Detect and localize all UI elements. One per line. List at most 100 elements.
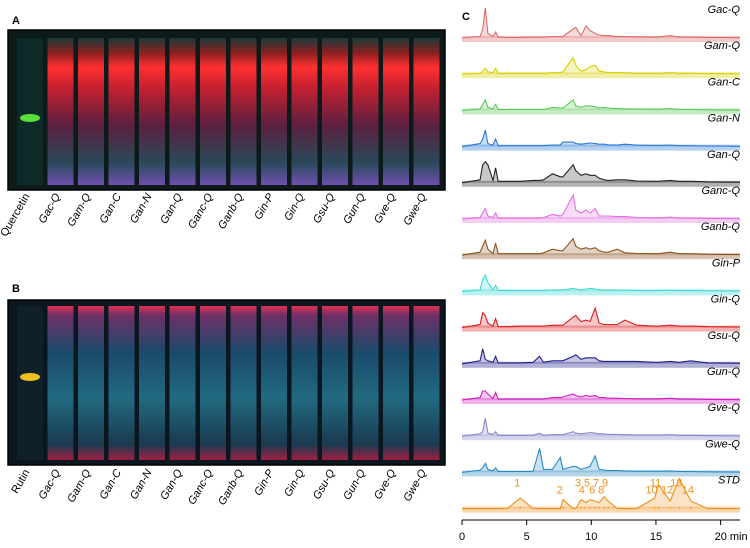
- lane-label: Ganc-Q: [186, 191, 216, 231]
- tlc-lane: [169, 306, 196, 460]
- lane-label: Gwe-Q: [401, 191, 429, 228]
- legend-label: Gwe-Q: [705, 438, 740, 450]
- plate-a: [7, 29, 446, 191]
- legend-label: Gsu-Q: [708, 330, 741, 342]
- tlc-lane: [291, 38, 318, 185]
- lane-label: Gan-Q: [158, 191, 185, 226]
- x-tick-label: 20 min: [715, 531, 748, 543]
- tlc-lane: [413, 38, 440, 185]
- tlc-lane: [139, 38, 165, 185]
- lane-label: Gan-C: [98, 467, 125, 501]
- trace-baseline: [462, 36, 740, 42]
- trace-area: [462, 308, 740, 328]
- trace: [462, 477, 740, 510]
- peak-label: 8: [598, 485, 604, 497]
- peak-label: 9: [602, 478, 608, 490]
- lane-label: Ganb-Q: [216, 467, 246, 507]
- lane-label: Gun-Q: [341, 467, 368, 502]
- peak-label: 5: [584, 478, 590, 490]
- tlc-lane: [261, 38, 287, 185]
- tlc-lane: [352, 306, 379, 460]
- trace: [461, 273, 741, 292]
- legend-label: Gun-Q: [707, 366, 740, 378]
- lane-label: Ganc-Q: [186, 467, 216, 507]
- legend-label: Gin-P: [712, 257, 741, 269]
- lane-label: Gve-Q: [372, 191, 399, 225]
- legend-label: Gve-Q: [708, 402, 741, 414]
- panel-label: A: [12, 15, 20, 27]
- trace-area: [462, 161, 740, 183]
- trace-baseline: [462, 289, 740, 296]
- tlc-lane: [322, 38, 348, 185]
- trace-area: [462, 195, 740, 219]
- tlc-lane: [78, 306, 104, 460]
- tlc-lane: [291, 306, 318, 460]
- trace-baseline: [462, 144, 740, 151]
- tlc-lane: [383, 38, 409, 185]
- trace-area: [462, 130, 740, 147]
- lane-label: Gam-Q: [65, 467, 94, 505]
- tlc-lane: [200, 306, 226, 460]
- peak-label: 1: [514, 478, 520, 490]
- lane-label: Gan-N: [128, 191, 155, 225]
- lane-label: Gin-P: [252, 191, 277, 222]
- peak-label: 6: [589, 485, 595, 497]
- trace-baseline: [462, 253, 740, 260]
- lane-label: Gac-Q: [37, 191, 64, 225]
- peak-label: 12: [661, 485, 673, 497]
- panel-label: C: [462, 11, 470, 23]
- trace-area: [462, 238, 740, 256]
- peak-label: 3: [575, 478, 581, 490]
- peak-label: 11: [650, 478, 661, 490]
- panel-label: B: [12, 283, 20, 295]
- legend-label: Gac-Q: [708, 4, 741, 16]
- lane-label: Quercetin: [0, 192, 33, 239]
- trace: [461, 160, 741, 184]
- trace: [461, 98, 741, 111]
- trace-baseline: [462, 325, 740, 332]
- tlc-lane: [383, 306, 409, 460]
- lane-label: Gan-Q: [158, 467, 185, 502]
- lane-label: Gin-P: [252, 467, 277, 498]
- tlc-lane: [17, 38, 43, 185]
- peak-label: 14: [682, 485, 694, 497]
- lane-label: Gan-N: [128, 467, 155, 501]
- trace-area: [462, 8, 740, 38]
- x-tick-label: 15: [650, 531, 662, 543]
- peak-label: 10: [646, 485, 658, 497]
- trace-area: [462, 418, 740, 437]
- trace: [461, 448, 741, 473]
- legend-label: Gan-N: [708, 113, 740, 125]
- lane-label: Rutin: [9, 468, 32, 496]
- tlc-lane: [413, 306, 440, 460]
- tlc-lane: [17, 306, 43, 460]
- lane-label: Gan-C: [98, 191, 125, 225]
- trace-baseline: [462, 470, 740, 477]
- tlc-lane: [47, 38, 74, 185]
- legend-label: STD: [718, 475, 740, 487]
- trace: [461, 418, 741, 437]
- trace: [461, 7, 741, 39]
- lane-label: Gwe-Q: [401, 467, 429, 504]
- tlc-lane: [78, 38, 104, 185]
- x-tick-label: 0: [459, 531, 465, 543]
- tlc-spot: [20, 373, 40, 381]
- trace: [461, 306, 741, 329]
- tlc-lane: [261, 306, 287, 460]
- lane-label: Ganb-Q: [216, 191, 246, 231]
- tlc-lane: [108, 38, 135, 185]
- tlc-lane: [230, 38, 257, 185]
- tlc-spot: [20, 114, 40, 122]
- tlc-lane: [230, 306, 257, 460]
- tlc-lane: [47, 306, 74, 460]
- lane-label: Gsu-Q: [311, 467, 338, 501]
- trace-area: [462, 348, 740, 364]
- peak-label: 2: [557, 485, 563, 497]
- legend-label: Gan-C: [708, 76, 740, 88]
- trace: [461, 129, 741, 148]
- peak-label: 4: [579, 485, 585, 497]
- lane-label: Gin-Q: [282, 191, 307, 223]
- trace: [461, 56, 741, 75]
- trace-baseline: [462, 434, 740, 441]
